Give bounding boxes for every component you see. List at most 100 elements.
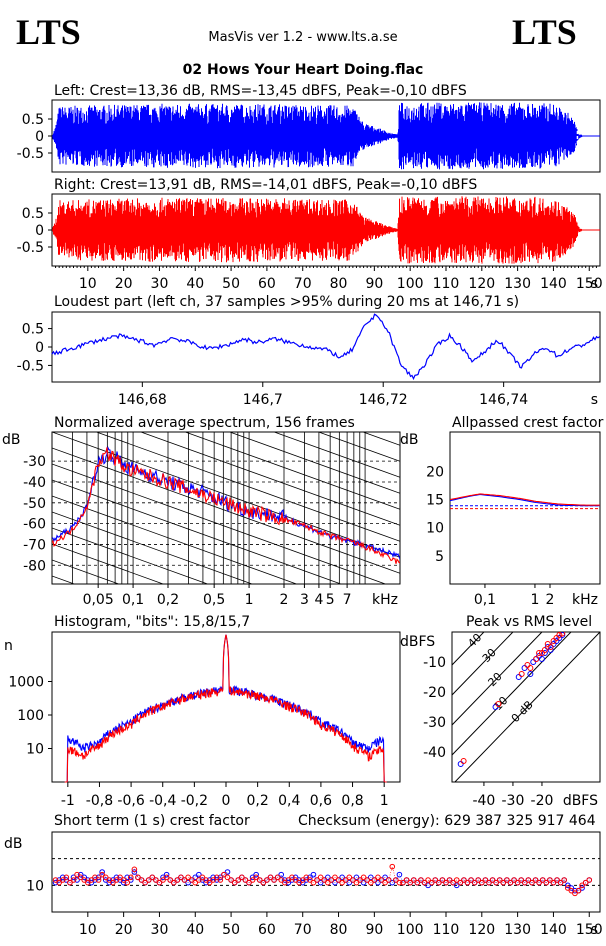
short-crest-xtick-label-13: 140	[540, 922, 567, 938]
short-crest-point-1-138	[547, 877, 553, 883]
loudest-ytick-label-0: 0.5	[22, 322, 44, 338]
short-crest-point-0-144	[568, 885, 575, 891]
short-crest-point-1-103	[421, 879, 428, 886]
short-crest-point-1-131	[521, 879, 528, 886]
short-crest-point-0-21	[127, 877, 134, 883]
short-crest-point-1-58	[260, 879, 267, 886]
short-crest-point-1-136	[539, 877, 546, 883]
short-crest-point-0-112	[453, 882, 460, 889]
short-crest-point-1-81	[342, 877, 349, 883]
histogram-frame	[51, 631, 401, 783]
short-crest-point-1-119	[479, 879, 485, 886]
short-crest-xtick-label-9: 100	[397, 922, 424, 938]
right-wave-xunit: s	[591, 276, 598, 292]
loudest-xtick-label-2: 146,72	[359, 392, 408, 408]
peak-rms-point-1-5	[533, 656, 540, 662]
right-wave-xtick-label-5: 60	[258, 276, 276, 292]
short-crest-point-1-143	[564, 885, 571, 891]
peak-rms-ylabel: dBFS	[400, 634, 435, 650]
lts-logo-left: LTS	[16, 12, 81, 52]
left-wave-ytick-label-1: 0	[35, 129, 44, 145]
peak-rms-frame	[451, 631, 601, 783]
histogram-xtick-label-1: -0,8	[86, 793, 113, 809]
right-wave-xtick-label-7: 80	[330, 276, 348, 292]
short-crest-point-1-36	[181, 877, 188, 883]
short-crest-point-1-44	[210, 877, 216, 883]
spectrum-ytick-label-0: -30	[23, 454, 46, 470]
short-crest-point-0-14	[102, 877, 109, 883]
short-crest-point-0-5	[70, 874, 77, 881]
spectrum-slope-line	[317, 432, 400, 462]
short-crest-xtick-label-2: 30	[151, 922, 169, 938]
right-wave-xtick-label-1: 20	[115, 276, 133, 292]
short-crest-point-0-96	[396, 871, 403, 878]
histogram-xtick-label-10: 1	[380, 793, 389, 809]
histogram-title: Histogram, "bits": 15,8/15,7	[54, 614, 250, 630]
short-crest-point-1-43	[206, 879, 213, 886]
short-crest-point-1-69	[299, 877, 306, 883]
short-crest-point-1-7	[77, 874, 84, 881]
loudest-xtick-label-0: 146,68	[118, 392, 167, 408]
histogram-xtick-label-8: 0,6	[310, 793, 332, 809]
short-crest-ylabel: dB	[4, 836, 23, 852]
peak-rms-crest-line-2	[452, 632, 543, 726]
short-crest-point-1-85	[357, 877, 363, 883]
short-crest-xtick-label-12: 130	[504, 922, 531, 938]
peak-rms-xtick-label-0: -40	[472, 793, 495, 809]
short-crest-point-1-48	[224, 874, 231, 881]
short-crest-point-1-22	[131, 866, 138, 873]
short-crest-point-1-25	[142, 879, 148, 886]
short-crest-point-1-50	[231, 879, 238, 886]
loudest-frame	[51, 311, 601, 383]
peak-rms-xlabel: dBFS	[563, 793, 598, 809]
loudest-signal	[51, 313, 600, 381]
spectrum-series-0	[52, 445, 400, 560]
spectrum-slope-line	[52, 624, 400, 749]
short-crest-point-0-37	[185, 879, 191, 886]
allpass-title: Allpassed crest factor	[452, 415, 604, 431]
spectrum-title: Normalized average spectrum, 156 frames	[54, 415, 355, 431]
short-crest-point-0-48	[224, 869, 231, 875]
short-crest-point-1-76	[324, 879, 331, 886]
spectrum-slope-line	[52, 592, 400, 717]
short-crest-point-1-109	[443, 879, 449, 886]
short-crest-point-1-82	[346, 874, 353, 881]
short-crest-point-1-6	[74, 871, 80, 878]
spectrum-xtick-label-1: 0,1	[122, 592, 144, 608]
short-crest-point-1-4	[67, 879, 73, 886]
right-wave-ytick-label-0: 0.5	[22, 206, 44, 222]
short-crest-point-1-94	[389, 863, 396, 870]
short-crest-point-0-63	[278, 871, 285, 878]
short-crest-point-0-1	[56, 877, 62, 883]
short-crest-point-0-16	[110, 877, 116, 883]
short-crest-point-0-3	[63, 877, 70, 883]
short-crest-point-1-5	[70, 877, 77, 883]
short-crest-point-1-68	[296, 879, 302, 886]
short-crest-point-0-92	[382, 874, 388, 881]
short-crest-point-0-9	[85, 877, 91, 883]
short-crest-point-0-74	[317, 879, 324, 886]
short-crest-point-1-61	[271, 877, 277, 883]
short-crest-xunit: s	[591, 922, 598, 938]
histogram-xtick-label-4: -0,2	[181, 793, 208, 809]
short-crest-point-1-111	[450, 879, 456, 886]
short-crest-point-1-47	[221, 871, 227, 878]
peak-rms-ytick-label-0: -10	[423, 655, 446, 671]
allpass-plot	[450, 493, 600, 510]
short-crest-point-1-77	[328, 877, 335, 883]
left-wave-ytick-label-2: -0.5	[17, 146, 44, 162]
spectrum-ytick-label-1: -40	[23, 475, 46, 491]
short-crest-point-1-67	[292, 877, 299, 883]
histogram-xtick-label-9: 0,8	[341, 793, 363, 809]
short-crest-point-0-19	[120, 879, 127, 886]
peak-rms-ytick-label-1: -20	[423, 685, 446, 701]
spectrum-xtick-label-5: 2	[280, 592, 289, 608]
peak-rms-xtick-label-2: -20	[531, 793, 554, 809]
peak-rms-point-1-0	[460, 758, 467, 764]
short-crest-point-1-125	[500, 879, 507, 886]
loudest-xtick-label-1: 146,7	[243, 392, 283, 408]
short-crest-line-1	[55, 865, 590, 894]
spectrum-slope-line	[52, 304, 400, 429]
peak-rms-point-1-14	[559, 632, 566, 637]
peak-rms-point-1-6	[536, 650, 543, 656]
